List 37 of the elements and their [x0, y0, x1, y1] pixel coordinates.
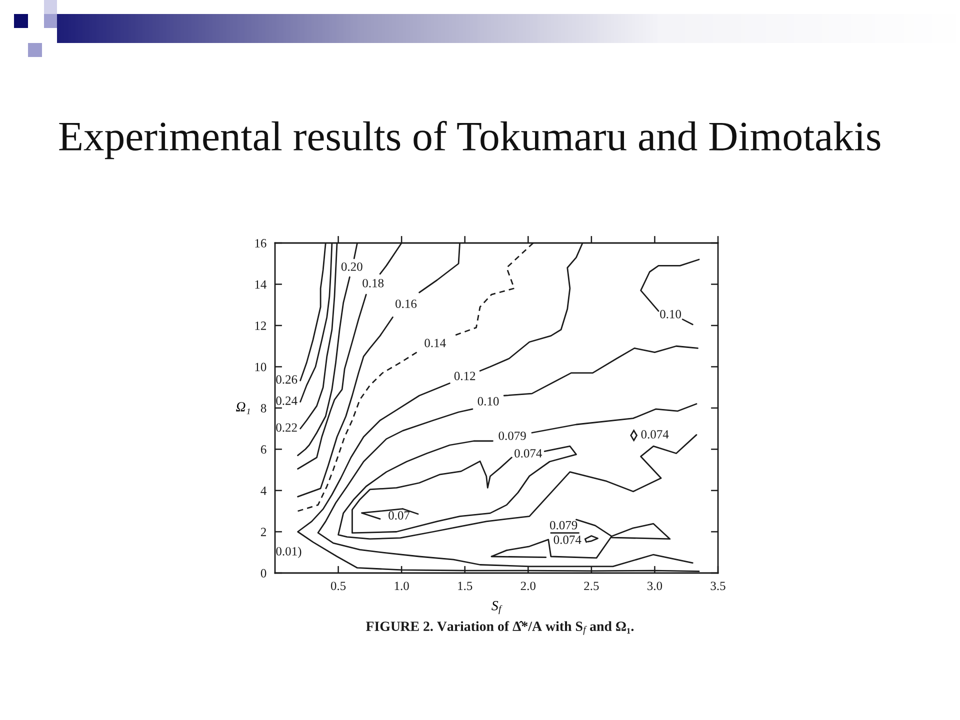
- series-label: 0.10: [660, 310, 681, 318]
- annotation: 0.01): [276, 546, 302, 558]
- y-tick-label: 16: [255, 239, 266, 248]
- x-tick-label: 1.0: [394, 582, 409, 590]
- y-axis-title: Ω₁: [236, 402, 250, 414]
- x-tick-label: 2.5: [584, 582, 599, 590]
- series-label: 0.07: [388, 511, 410, 520]
- series-label: 0.074: [641, 430, 669, 439]
- series-label: 0.20: [341, 262, 362, 271]
- x-tick-label: 1.5: [458, 582, 472, 590]
- series-label: 0.18: [362, 278, 384, 288]
- y-tick-label: 2: [260, 528, 266, 536]
- x-tick-label: 3.0: [648, 582, 662, 590]
- series-label: 0.12: [454, 372, 476, 380]
- y-tick-label: 8: [260, 404, 266, 412]
- caption: FIGURE 2. Variation of Δ̂*/A with S$_{f}$ and Ω₁.: [366, 621, 634, 635]
- y-tick-label: 4: [260, 486, 266, 495]
- y-tick-label: 14: [255, 280, 266, 289]
- series-label: 0.26: [276, 375, 298, 384]
- series-label: 0.16: [396, 300, 417, 308]
- series-label: 0.079: [550, 520, 578, 530]
- x-axis-title: S$_{f}$: [492, 601, 502, 614]
- series-label: 0.22: [276, 423, 297, 432]
- series-label: 0.074: [514, 449, 542, 458]
- x-tick-label: 3.5: [710, 582, 726, 590]
- series-label: 0.10: [478, 397, 499, 406]
- series-label: 0.14: [424, 338, 446, 348]
- y-tick-label: 12: [255, 322, 266, 330]
- chart-title: Experimental results of Tokumaru and Dimotakis: [59, 120, 880, 160]
- x-tick-label: 2.0: [520, 582, 536, 590]
- x-tick-label: 0.5: [330, 582, 346, 590]
- y-tick-label: 6: [260, 445, 266, 454]
- series-label: 0.079: [498, 432, 526, 440]
- y-tick-label: 0: [260, 569, 266, 578]
- series-label: 0.24: [276, 396, 298, 405]
- y-tick-label: 10: [255, 362, 266, 372]
- series-label: 0.074: [554, 536, 582, 544]
